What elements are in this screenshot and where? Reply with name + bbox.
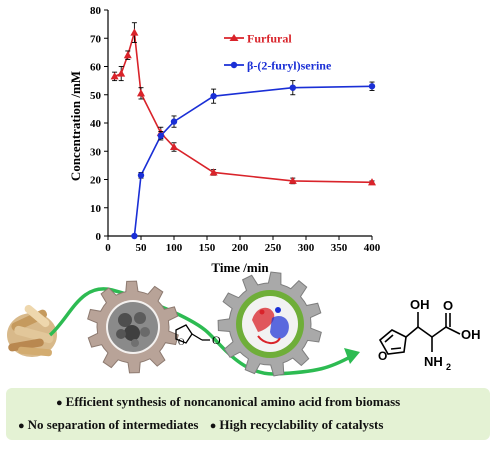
molecule-hydroxyl-label: OH bbox=[410, 297, 430, 312]
x-tick-label: 400 bbox=[364, 242, 381, 254]
data-point-circle bbox=[210, 92, 217, 100]
series-furfural bbox=[110, 22, 376, 186]
x-axis-label: Time /min bbox=[211, 260, 269, 275]
y-tick-label: 70 bbox=[90, 33, 102, 45]
bullet-icon: ● bbox=[209, 420, 217, 432]
highlight-line-2: ● No separation of intermediates ● High re… bbox=[18, 417, 383, 433]
y-axis-label: Concentration /mM bbox=[68, 71, 83, 181]
data-point-triangle bbox=[137, 89, 145, 97]
intermediate-furan-molecule bbox=[175, 324, 210, 344]
y-tick-label: 40 bbox=[90, 118, 102, 130]
molecule-acid-hydroxyl-label: OH bbox=[461, 327, 481, 342]
process-scheme: O O OH O OH NH bbox=[7, 271, 481, 377]
x-tick-label: 200 bbox=[232, 242, 249, 254]
y-tick-label: 20 bbox=[90, 175, 102, 187]
data-point-triangle bbox=[170, 142, 178, 151]
highlights-box: ● Efficient synthesis of noncanonical ami… bbox=[6, 388, 490, 440]
molecule-amine-label: NH bbox=[424, 354, 443, 369]
data-point-circle bbox=[157, 132, 164, 139]
data-point-circle bbox=[170, 118, 178, 125]
x-tick-label: 350 bbox=[331, 242, 348, 254]
data-point-triangle bbox=[130, 28, 139, 36]
bullet-icon: ● bbox=[56, 397, 63, 409]
y-tick-label: 50 bbox=[90, 90, 102, 102]
legend-label-furylserine: β-(2-furyl)serine bbox=[247, 59, 332, 73]
y-tick-label: 60 bbox=[90, 62, 102, 74]
x-tick-label: 100 bbox=[166, 242, 183, 254]
data-point-circle bbox=[289, 84, 296, 91]
x-tick-label: 0 bbox=[105, 242, 111, 254]
process-flow-arrow bbox=[48, 287, 353, 376]
x-tick-label: 50 bbox=[136, 242, 148, 254]
product-molecule-structure bbox=[378, 312, 461, 355]
y-tick-label: 30 bbox=[90, 146, 102, 158]
data-point-triangle bbox=[123, 51, 132, 59]
highlight-text-1: Efficient synthesis of noncanonical amin… bbox=[65, 394, 401, 409]
highlight-text-2b: High recyclability of catalysts bbox=[219, 417, 384, 432]
data-point-circle bbox=[137, 172, 145, 179]
x-tick-label: 250 bbox=[265, 242, 282, 254]
molecule-acid-oxygen-label: O bbox=[443, 298, 453, 313]
data-point-triangle bbox=[110, 72, 119, 80]
legend-circle-marker bbox=[230, 61, 238, 69]
gear-catalyst-right bbox=[217, 271, 322, 377]
intermediate-oxygen-label: O bbox=[212, 333, 221, 347]
data-point-circle bbox=[368, 83, 376, 90]
y-tick-label: 80 bbox=[90, 5, 102, 17]
legend-triangle-marker bbox=[229, 34, 239, 41]
data-point-triangle bbox=[117, 69, 126, 77]
data-point-triangle bbox=[209, 168, 218, 176]
data-point-circle bbox=[131, 232, 138, 240]
legend-label-furfural: Furfural bbox=[247, 32, 292, 46]
concentration-chart: 0 50 100 150 200 250 300 350 400 0 10 20 30 40 50 60 70… bbox=[68, 5, 381, 275]
intermediate-furan-oxygen-label: O bbox=[178, 337, 185, 347]
series-line bbox=[114, 32, 373, 184]
chart-legend: Furfural β-(2-furyl)serine bbox=[224, 32, 332, 73]
y-tick-label: 10 bbox=[90, 203, 102, 215]
data-point-triangle bbox=[288, 176, 297, 184]
x-tick-label: 300 bbox=[298, 242, 315, 254]
molecule-furan-oxygen-label: O bbox=[378, 349, 387, 363]
x-axis-ticks: 0 50 100 150 200 250 300 350 400 bbox=[105, 236, 381, 254]
y-tick-label: 0 bbox=[96, 231, 102, 243]
x-tick-label: 150 bbox=[199, 242, 216, 254]
highlight-line-1: ● Efficient synthesis of noncanonical ami… bbox=[56, 394, 400, 410]
series-furylserine bbox=[131, 80, 376, 240]
data-point-triangle bbox=[368, 178, 376, 186]
highlight-text-2a: No separation of intermediates bbox=[27, 417, 199, 432]
gear-catalyst-left bbox=[87, 280, 179, 374]
arrow-head bbox=[344, 348, 360, 364]
bullet-icon: ● bbox=[18, 420, 25, 432]
series-line bbox=[133, 85, 373, 237]
molecule-amine-subscript: 2 bbox=[446, 362, 451, 372]
y-axis-ticks: 0 10 20 30 40 50 60 70 80 bbox=[90, 5, 108, 243]
biomass-wood-chips-image bbox=[7, 304, 57, 357]
series-layer bbox=[110, 22, 376, 240]
